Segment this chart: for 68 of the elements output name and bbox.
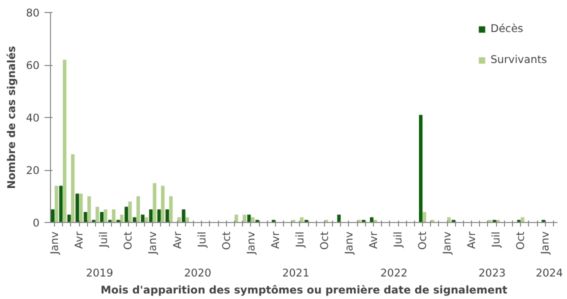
- x-tick-label: Janv: [146, 232, 160, 256]
- text: 2019: [86, 266, 114, 280]
- x-tick-label: Juil: [195, 231, 208, 248]
- bar: [140, 214, 144, 222]
- bar: [112, 209, 116, 222]
- x-axis-title: Mois d'apparition des symptômes ou première date de signalement: [100, 284, 508, 296]
- bar: [337, 214, 341, 222]
- bar: [152, 183, 156, 222]
- y-tick-label: 40: [26, 112, 40, 124]
- bar: [160, 186, 164, 222]
- bar: [59, 186, 63, 222]
- bar: [242, 214, 246, 222]
- x-tick-label: Janv: [48, 232, 62, 256]
- bar: [157, 209, 161, 222]
- x-tick-label: Janv: [440, 232, 454, 256]
- bar: [96, 206, 100, 222]
- bar: [51, 209, 54, 222]
- bar: [54, 186, 58, 222]
- y-axis-title: Nombre de cas signalés: [4, 46, 18, 189]
- x-tick-label: Juil: [392, 231, 405, 248]
- x-tick-label: Oct: [220, 231, 233, 250]
- y-tick-label: 20: [26, 164, 40, 177]
- x-tick-label: Oct: [514, 231, 528, 250]
- x-tick-label: Janv: [342, 232, 356, 256]
- bar: [128, 202, 132, 222]
- x-tick-label: Avr: [268, 230, 282, 249]
- x-tick-label: Avr: [170, 230, 184, 249]
- bar: [71, 154, 75, 222]
- bar: [120, 214, 124, 222]
- x-tick-label: Janv: [244, 232, 258, 256]
- x-tick-label: Avr: [367, 230, 380, 249]
- bar: [234, 214, 238, 222]
- bar: [104, 209, 108, 222]
- bar: [84, 212, 88, 222]
- bar: [100, 212, 104, 222]
- bar: [76, 194, 80, 222]
- bar: [136, 196, 140, 222]
- bar: [124, 206, 128, 222]
- bar: [247, 214, 251, 222]
- y-tick-label: 0: [32, 216, 40, 230]
- x-tick-label: Oct: [122, 231, 135, 250]
- bar: [182, 209, 186, 222]
- legend-label: Survivants: [490, 53, 547, 66]
- x-tick-label: Juil: [97, 231, 110, 248]
- x-tick-label: Janv: [538, 232, 552, 256]
- x-tick-label: Juil: [293, 231, 306, 248]
- bar: [149, 209, 153, 222]
- bar: [422, 212, 426, 222]
- x-tick-label: Oct: [416, 231, 430, 250]
- text: 2023: [478, 266, 506, 280]
- text: 2020: [184, 266, 212, 280]
- legend-label: Décès: [490, 22, 524, 35]
- text: 2022: [380, 266, 408, 280]
- x-tick-label: Oct: [318, 231, 331, 250]
- text: 2024: [536, 266, 564, 280]
- y-tick-label: 80: [26, 6, 40, 20]
- bar: [67, 214, 71, 222]
- x-tick-label: Avr: [465, 230, 478, 249]
- text: 2021: [282, 266, 310, 280]
- bar: [87, 196, 91, 222]
- x-tick-label: Juil: [490, 231, 503, 248]
- bar: [165, 209, 169, 222]
- x-tick-label: Avr: [72, 230, 86, 249]
- bar: [79, 194, 83, 222]
- y-tick-label: 60: [26, 59, 40, 72]
- bar: [62, 60, 66, 222]
- bar: [418, 114, 422, 222]
- bar: [169, 196, 173, 222]
